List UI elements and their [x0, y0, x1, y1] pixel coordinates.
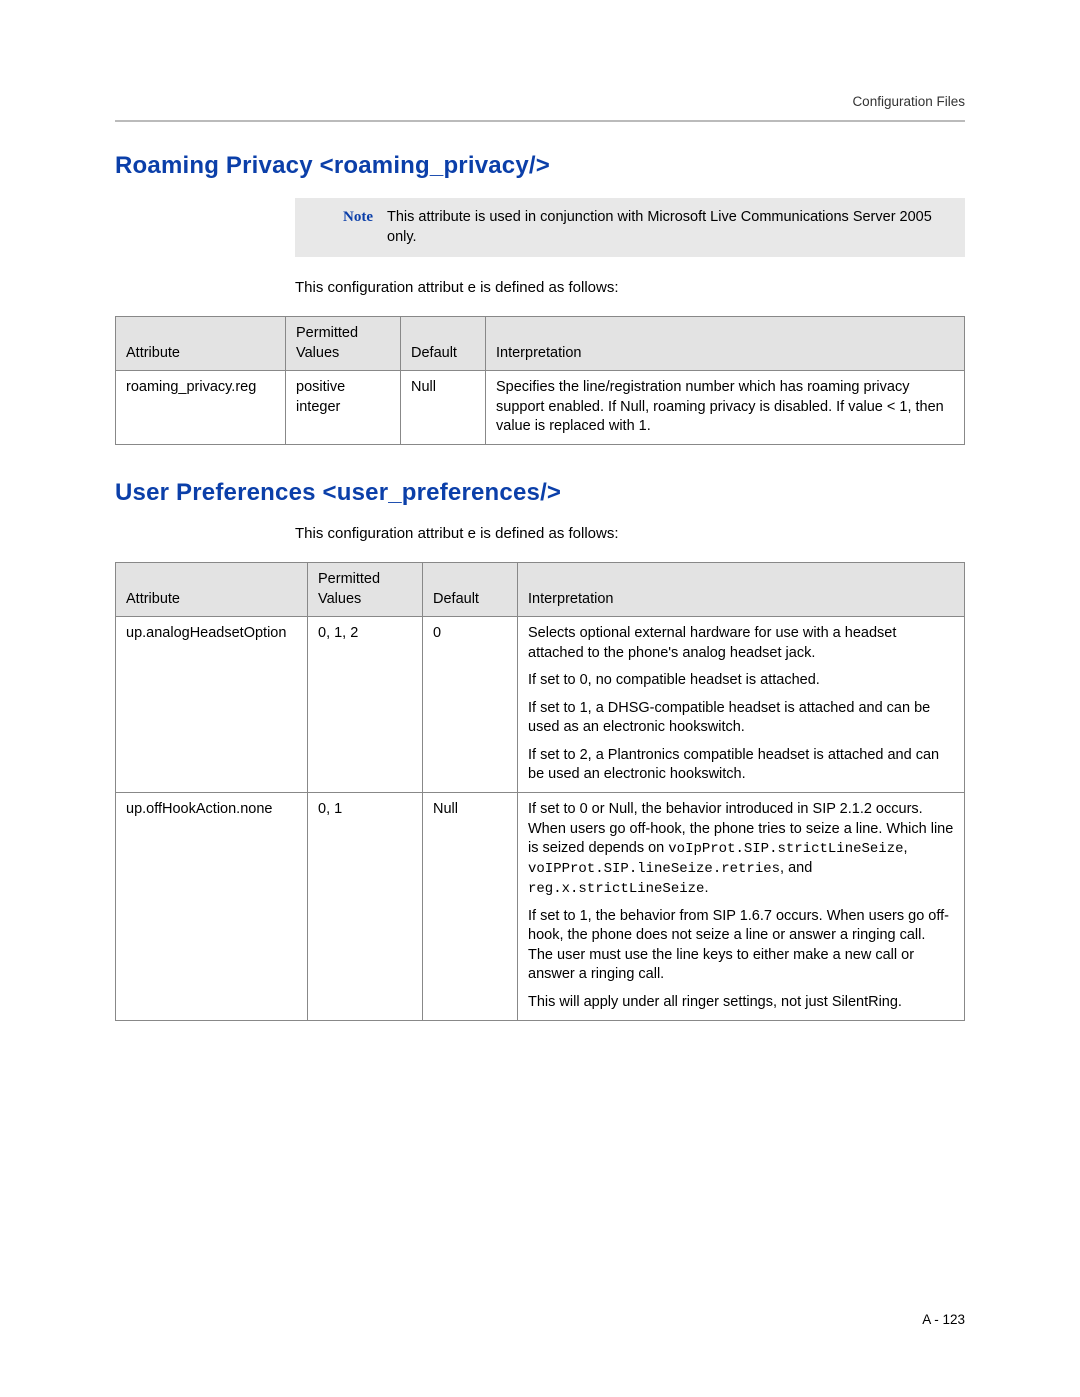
table-row: up.offHookAction.none 0, 1 Null If set t… [116, 793, 965, 1021]
code-text: voIpProt.SIP.strictLineSeize [668, 841, 903, 857]
note-text: This attribute is used in conjunction wi… [387, 208, 949, 247]
table-user-preferences: Attribute Permitted Values Default Inter… [115, 562, 965, 1021]
cell-default: Null [401, 371, 486, 445]
cell-span: , and [780, 860, 812, 876]
col-permitted-values: Permitted Values [308, 562, 423, 616]
cell-permitted: 0, 1, 2 [308, 617, 423, 793]
col-permitted-values: Permitted Values [286, 317, 401, 371]
col-default: Default [423, 562, 518, 616]
cell-permitted: 0, 1 [308, 793, 423, 1021]
cell-text: If set to 1, a DHSG-compatible headset i… [528, 699, 954, 738]
table-header-row: Attribute Permitted Values Default Inter… [116, 562, 965, 616]
cell-text: Selects optional external hardware for u… [528, 624, 954, 663]
col-attribute: Attribute [116, 317, 286, 371]
page-header-label: Configuration Files [852, 94, 965, 109]
cell-attribute: up.offHookAction.none [116, 793, 308, 1021]
cell-text: This will apply under all ringer setting… [528, 993, 954, 1013]
note-label: Note [295, 208, 387, 226]
page: Configuration Files Roaming Privacy <roa… [0, 0, 1080, 1397]
intro-text-2: This configuration attribut e is defined… [295, 525, 965, 542]
cell-text: Specifies the line/registration number w… [496, 378, 954, 437]
cell-permitted: positive integer [286, 371, 401, 445]
heading-roaming-privacy: Roaming Privacy <roaming_privacy/> [115, 152, 965, 180]
table-row: up.analogHeadsetOption 0, 1, 2 0 Selects… [116, 617, 965, 793]
cell-text: If set to 1, the behavior from SIP 1.6.7… [528, 907, 954, 985]
col-attribute: Attribute [116, 562, 308, 616]
cell-interpretation: Selects optional external hardware for u… [518, 617, 965, 793]
table-roaming-privacy: Attribute Permitted Values Default Inter… [115, 316, 965, 445]
table-row: roaming_privacy.reg positive integer Nul… [116, 371, 965, 445]
cell-attribute: roaming_privacy.reg [116, 371, 286, 445]
code-text: voIPProt.SIP.lineSeize.retries [528, 861, 780, 877]
cell-default: Null [423, 793, 518, 1021]
cell-interpretation: If set to 0 or Null, the behavior introd… [518, 793, 965, 1021]
heading-user-preferences: User Preferences <user_preferences/> [115, 479, 965, 507]
cell-span: , [904, 840, 908, 856]
code-text: reg.x.strictLineSeize [528, 881, 704, 897]
note-block: Note This attribute is used in conjuncti… [295, 198, 965, 257]
col-interpretation: Interpretation [518, 562, 965, 616]
cell-attribute: up.analogHeadsetOption [116, 617, 308, 793]
cell-text: If set to 2, a Plantronics compatible he… [528, 746, 954, 785]
col-default: Default [401, 317, 486, 371]
cell-interpretation: Specifies the line/registration number w… [486, 371, 965, 445]
header-rule [115, 120, 965, 122]
page-number: A - 123 [922, 1312, 965, 1327]
col-interpretation: Interpretation [486, 317, 965, 371]
cell-default: 0 [423, 617, 518, 793]
cell-span: . [704, 880, 708, 896]
cell-text: If set to 0, no compatible headset is at… [528, 671, 954, 691]
intro-text-1: This configuration attribut e is defined… [295, 279, 965, 296]
cell-text: If set to 0 or Null, the behavior introd… [528, 800, 954, 899]
table-header-row: Attribute Permitted Values Default Inter… [116, 317, 965, 371]
